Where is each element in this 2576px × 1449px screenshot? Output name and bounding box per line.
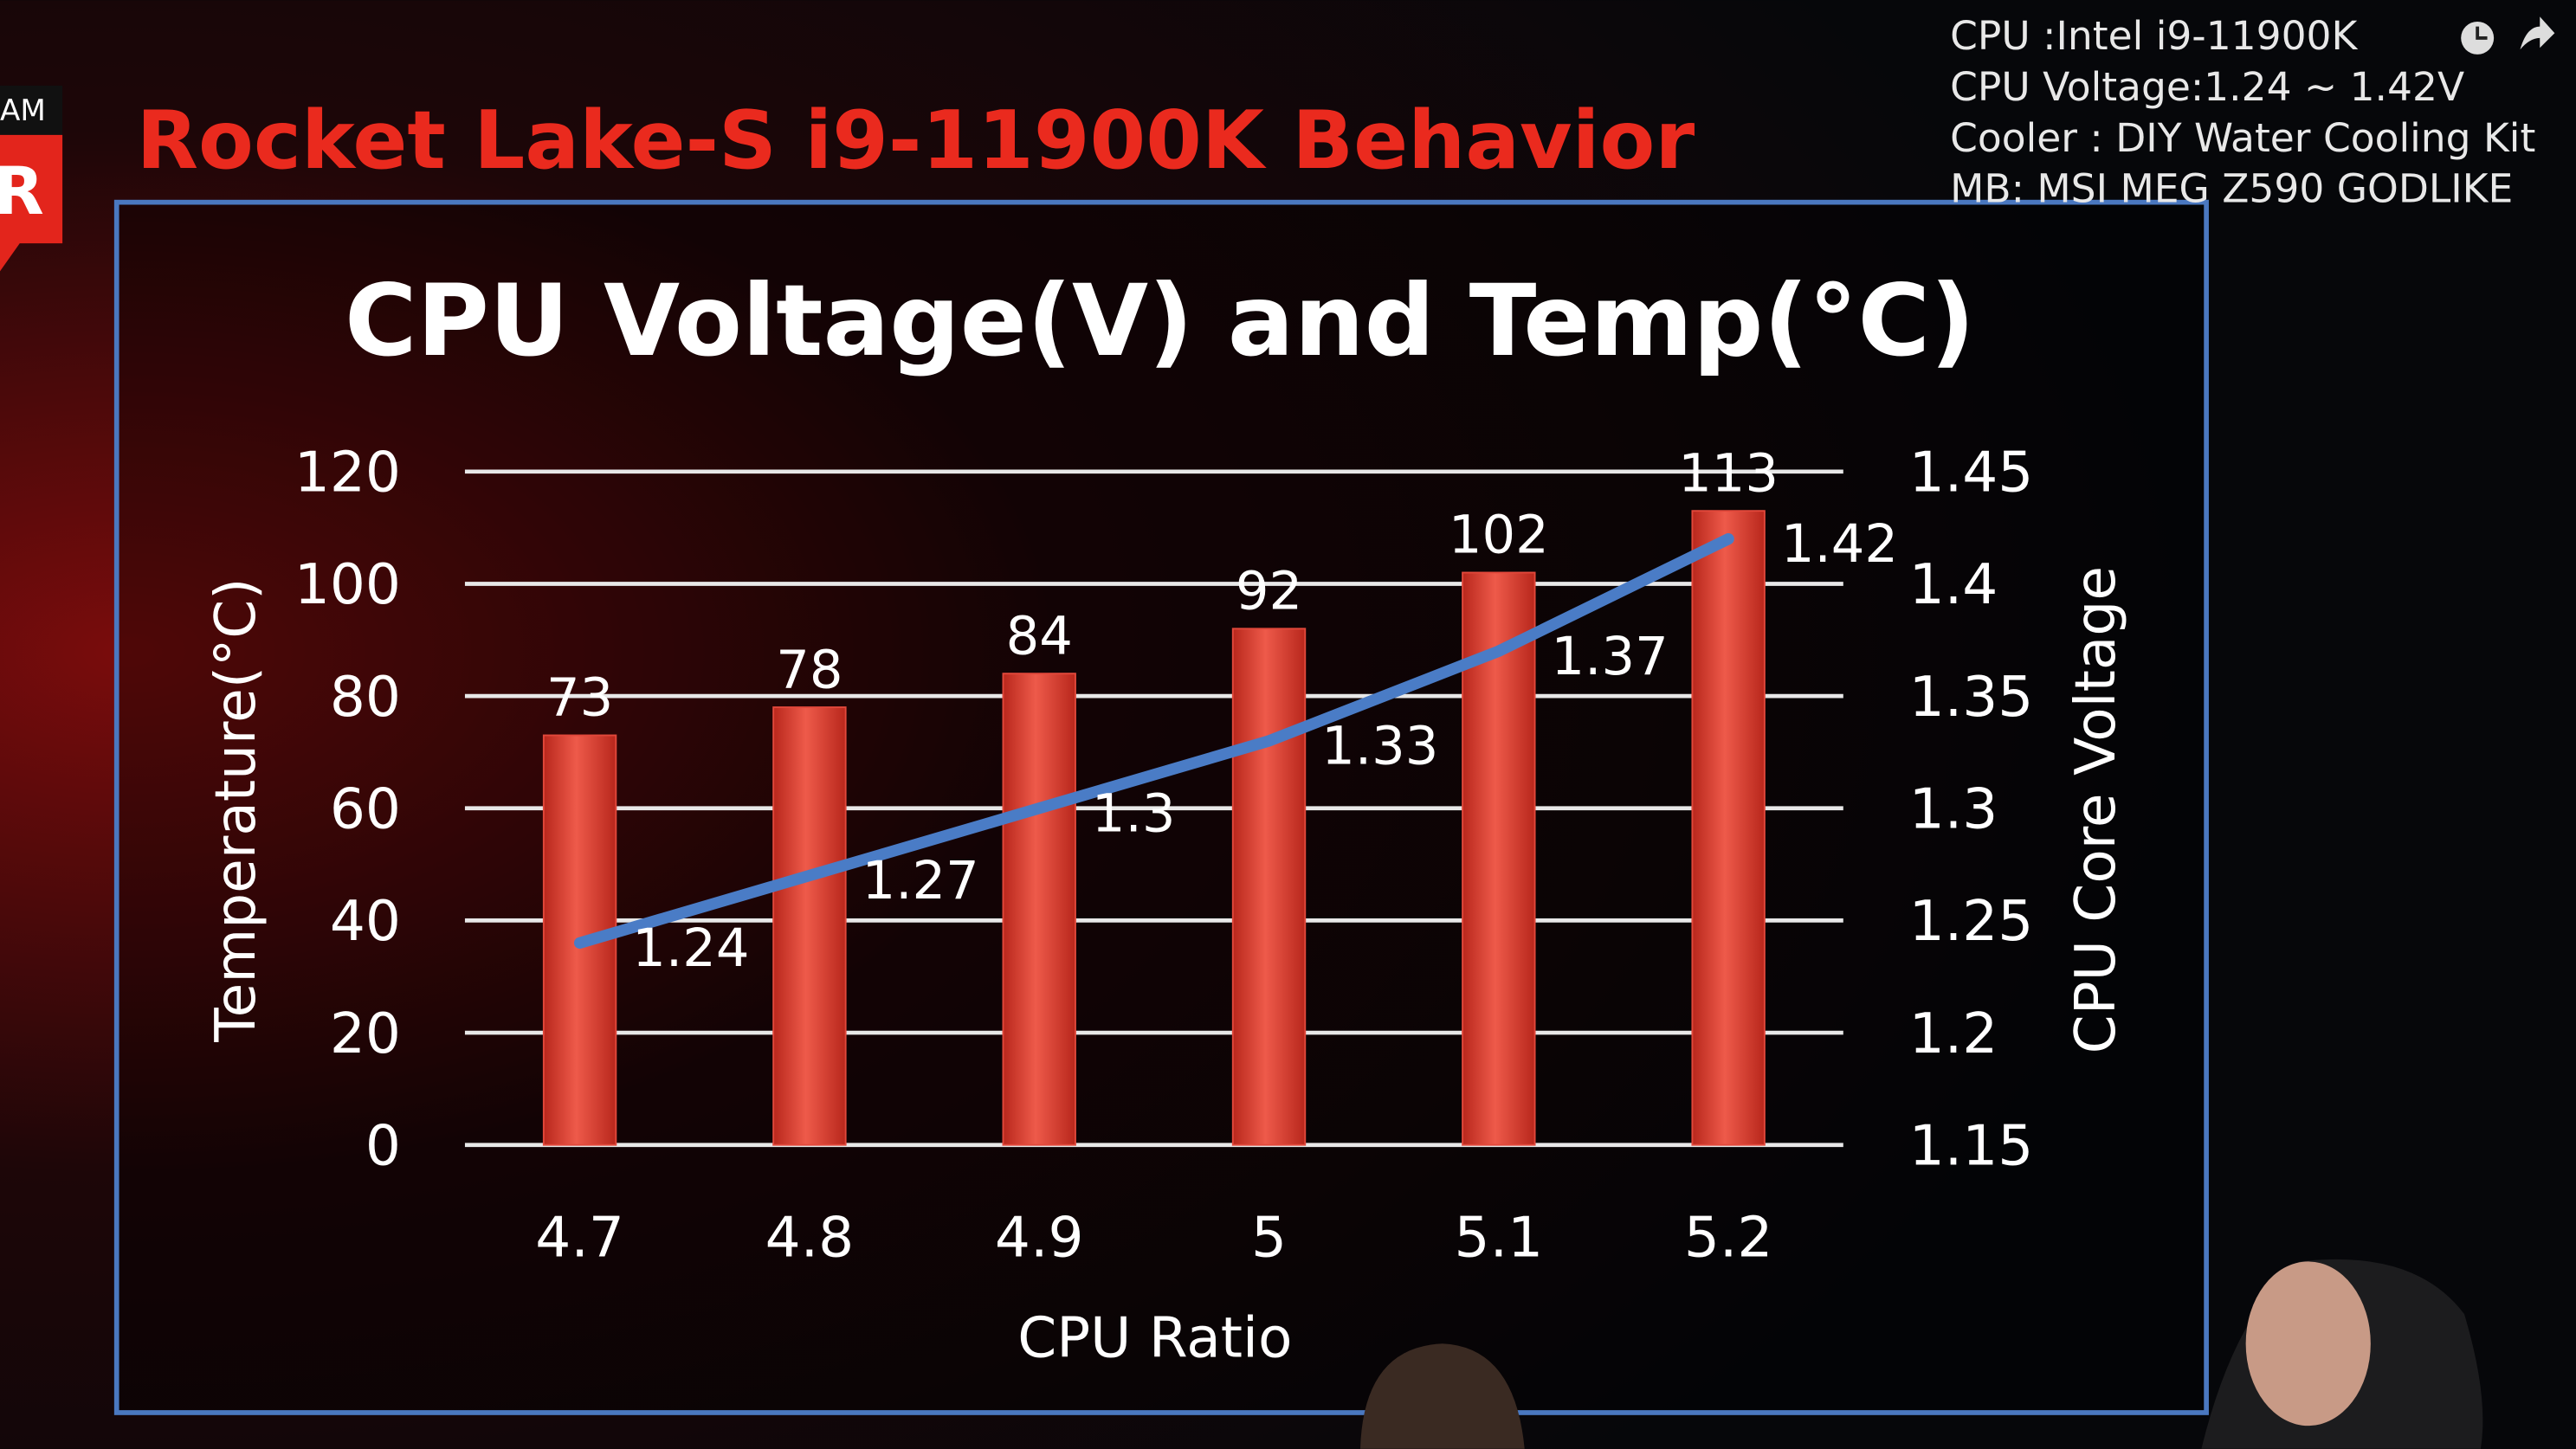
spec-line: MB: MSI MEG Z590 GODLIKE (1950, 166, 2513, 212)
y2-tick-label: 1.15 (1909, 1113, 2034, 1178)
bar (772, 706, 847, 1146)
logo-text: AM (0, 93, 46, 128)
y2-tick-label: 1.35 (1909, 665, 2034, 730)
line-value-label: 1.27 (862, 851, 979, 911)
line-value-label: 1.24 (632, 918, 749, 979)
bar (1231, 628, 1307, 1146)
x-tick-label: 4.7 (535, 1206, 624, 1271)
plot: 0204060801001201.151.21.251.31.351.41.45… (294, 441, 2033, 1271)
bar-value-label: 113 (1678, 443, 1779, 504)
spec-line: CPU :Intel i9-11900K (1950, 13, 2358, 59)
y-tick-label: 40 (330, 889, 401, 954)
bar-value-label: 92 (1236, 562, 1302, 622)
line-value-label: 1.33 (1321, 717, 1438, 777)
bar-value-label: 73 (546, 668, 613, 729)
bar (1002, 673, 1076, 1146)
presenter-face (2245, 1261, 2371, 1426)
line (573, 532, 1734, 949)
y2-tick-label: 1.25 (1909, 889, 2034, 954)
bar (1462, 571, 1536, 1146)
chart-title: CPU Voltage(V) and Temp(°C) (345, 263, 1975, 378)
y2-tick-label: 1.2 (1909, 1001, 1998, 1066)
y-tick-label: 0 (365, 1113, 401, 1178)
bar-value-label: 78 (776, 640, 843, 700)
x-axis-title: CPU Ratio (1017, 1305, 1292, 1370)
y-axis-title: Temperature(°C) (203, 578, 268, 1043)
logo-bar (0, 85, 63, 135)
x-tick-label: 4.8 (765, 1206, 855, 1271)
y2-tick-label: 1.3 (1909, 777, 1998, 842)
slide-title: Rocket Lake-S i9-11900K Behavior (136, 93, 1695, 187)
clock-hand (2476, 26, 2488, 40)
presenter (1359, 1343, 1525, 1449)
x-tick-label: 5 (1251, 1206, 1287, 1271)
y2-axis-title: CPU Core Voltage (2063, 566, 2128, 1053)
logo-badge (0, 134, 63, 272)
bar-value-label: 84 (1006, 606, 1073, 667)
share-icon[interactable] (2520, 16, 2555, 50)
specs: CPU :Intel i9-11900K CPU Voltage:1.24 ~ 1… (1950, 13, 2535, 211)
y-tick-label: 60 (330, 777, 401, 842)
y2-tick-label: 1.4 (1909, 552, 1998, 617)
x-tick-label: 4.9 (995, 1206, 1084, 1271)
y-tick-label: 80 (330, 665, 401, 730)
x-tick-label: 5.2 (1684, 1206, 1773, 1271)
spec-line: Cooler : DIY Water Cooling Kit (1950, 115, 2535, 161)
y2-tick-label: 1.45 (1909, 441, 2034, 506)
line-value-label: 1.42 (1781, 514, 1898, 575)
logo-letter: R (0, 153, 44, 229)
y-tick-label: 120 (294, 441, 401, 506)
line-value-label: 1.3 (1092, 783, 1176, 844)
line-value-label: 1.37 (1552, 627, 1669, 687)
spec-line: CPU Voltage:1.24 ~ 1.42V (1950, 64, 2464, 110)
bar-value-label: 102 (1449, 506, 1549, 566)
y-tick-label: 100 (294, 552, 401, 617)
x-tick-label: 5.1 (1455, 1206, 1544, 1271)
bar (1691, 510, 1766, 1146)
y-tick-label: 20 (330, 1001, 401, 1066)
